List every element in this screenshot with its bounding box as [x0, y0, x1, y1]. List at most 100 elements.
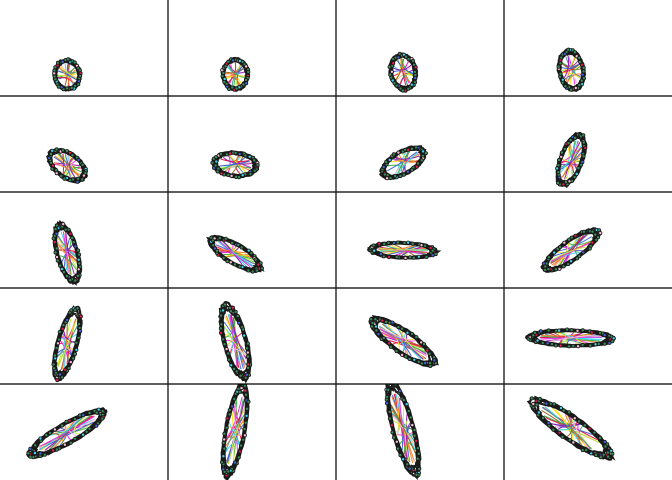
- loop-node: [229, 173, 234, 178]
- grid-panel: [46, 147, 89, 184]
- loop-figure: [51, 220, 83, 286]
- loop-node: [69, 85, 74, 90]
- loop-node: [432, 358, 437, 363]
- loop-chord: [401, 331, 409, 355]
- loop-node: [574, 171, 579, 176]
- loop-node: [87, 426, 92, 431]
- loop-node: [241, 437, 246, 442]
- loop-node: [75, 179, 80, 184]
- loop-node: [70, 153, 75, 158]
- loop-node: [211, 243, 216, 248]
- loop-node: [237, 389, 242, 394]
- loop-chord: [226, 396, 243, 438]
- loop-node: [578, 59, 583, 64]
- loop-node: [413, 76, 418, 81]
- loop-node: [410, 241, 415, 246]
- loop-node: [234, 174, 239, 179]
- loop-node: [54, 231, 59, 236]
- loop-node: [51, 448, 56, 453]
- loop-chord: [565, 57, 576, 82]
- loop-node: [369, 324, 374, 329]
- loop-chord: [228, 348, 247, 357]
- loop-node: [428, 245, 433, 250]
- loop-node: [409, 331, 414, 336]
- loop-node: [77, 413, 82, 418]
- loop-node: [392, 81, 397, 86]
- loop-node: [538, 329, 543, 334]
- loop-node: [230, 404, 235, 409]
- loop-node: [76, 176, 81, 181]
- loop-node: [78, 314, 83, 319]
- loop-node: [400, 352, 405, 357]
- loop-chord: [550, 236, 581, 265]
- loop-node: [222, 342, 227, 347]
- loop-node: [580, 72, 585, 77]
- loop-node: [575, 256, 580, 261]
- loop-node: [226, 357, 231, 362]
- loop-node: [372, 248, 377, 253]
- loop-node: [390, 320, 395, 325]
- loop-node: [561, 182, 566, 187]
- loop-node: [241, 82, 246, 87]
- loop-node: [217, 236, 222, 241]
- grid-panel: [210, 150, 260, 180]
- loop-node: [80, 162, 85, 167]
- loop-node: [414, 164, 419, 169]
- loop-node: [61, 270, 66, 275]
- loop-node: [76, 267, 81, 272]
- loop-node: [248, 172, 253, 177]
- loop-node: [408, 255, 413, 260]
- loop-node: [96, 407, 101, 412]
- loop-chord: [563, 55, 570, 79]
- loop-node: [223, 236, 228, 241]
- loop-node: [253, 257, 258, 262]
- loop-node: [605, 450, 610, 455]
- loop-chord: [225, 414, 245, 451]
- loop-node: [232, 396, 237, 401]
- loop-node: [567, 179, 572, 184]
- loop-node: [424, 254, 429, 259]
- loop-node: [406, 147, 411, 152]
- loop-chord: [406, 424, 412, 463]
- loop-node: [234, 369, 239, 374]
- loop-node: [250, 269, 255, 274]
- loop-node: [213, 163, 218, 168]
- loop-node: [388, 344, 393, 349]
- loop-chord: [59, 340, 69, 362]
- loop-node: [237, 320, 242, 325]
- loop-node: [84, 429, 89, 434]
- loop-node: [422, 342, 427, 347]
- loop-node: [226, 172, 231, 177]
- loop-node: [531, 401, 536, 406]
- loop-node: [395, 240, 400, 245]
- loop-node: [559, 154, 564, 159]
- loop-node: [395, 446, 400, 451]
- loop-node: [65, 149, 70, 154]
- loop-node: [377, 241, 382, 246]
- loop-chord: [73, 416, 85, 435]
- grid-panel: [540, 227, 603, 273]
- grid-panel: [220, 56, 251, 92]
- loop-node: [73, 244, 78, 249]
- loop-node: [70, 235, 75, 240]
- loop-node: [393, 384, 396, 385]
- loop-node: [227, 408, 232, 413]
- loop-chord: [566, 415, 573, 437]
- loop-node: [394, 83, 399, 88]
- loop-node: [551, 427, 556, 432]
- loop-node: [56, 341, 61, 346]
- loop-node: [52, 68, 57, 73]
- loop-node: [387, 157, 392, 162]
- loop-chord: [48, 417, 83, 450]
- loop-node: [558, 343, 563, 348]
- loop-chord: [61, 336, 73, 355]
- loop-node: [221, 337, 226, 342]
- loop-node: [557, 157, 562, 162]
- loop-chord: [564, 141, 581, 180]
- loop-node: [67, 150, 72, 155]
- loop-node: [602, 333, 607, 338]
- loop-node: [587, 246, 592, 251]
- loop-node: [74, 340, 79, 345]
